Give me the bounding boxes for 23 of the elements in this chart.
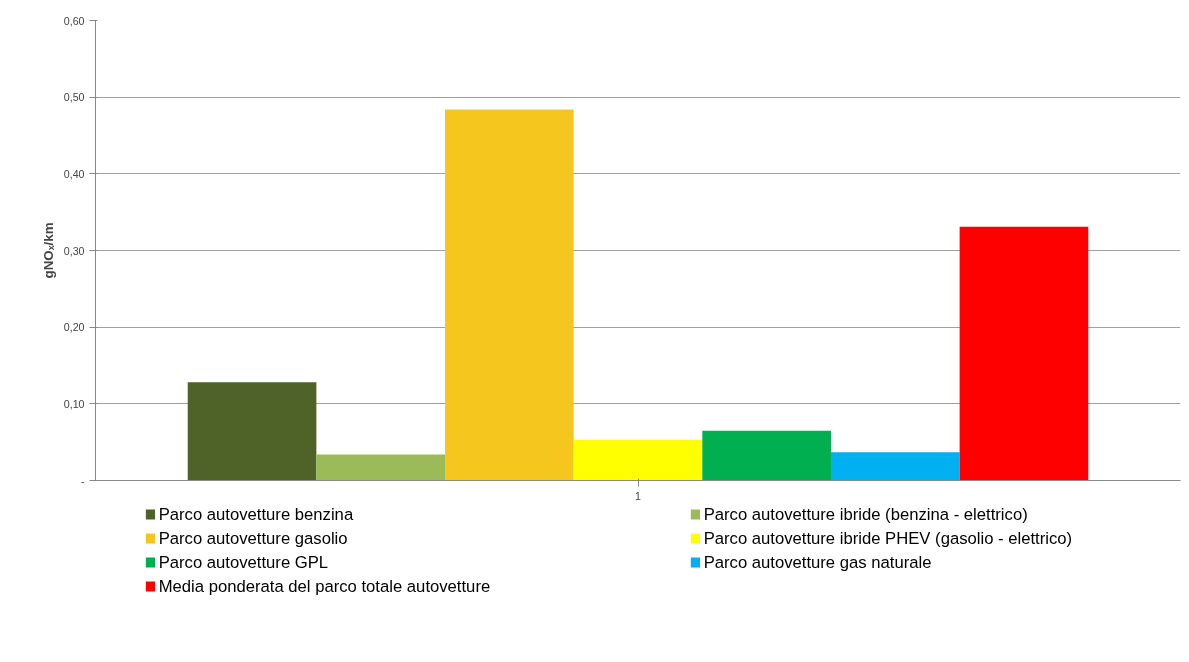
y-tick-label: 0,40 (63, 167, 85, 180)
bar (573, 439, 703, 481)
bar (830, 452, 960, 481)
legend-label: Parco autovetture ibride (benzina - elettrico) (703, 505, 1028, 524)
bar (959, 226, 1089, 481)
legend-label: Parco autovetture gas naturale (703, 553, 932, 572)
y-tick-label: 0,30 (63, 244, 85, 257)
bar (445, 109, 574, 481)
legend-label: Parco autovetture benzina (158, 505, 354, 524)
y-axis-title: gNOₓ/km (40, 222, 56, 279)
y-tick-label: 0,50 (63, 91, 85, 104)
y-tick-label: 0,60 (63, 14, 85, 27)
legend-label: Parco autovetture GPL (158, 553, 329, 572)
bar (702, 430, 831, 481)
bar (316, 454, 446, 481)
legend-label: Parco autovetture gasolio (158, 529, 348, 548)
legend-label: Parco autovetture ibride PHEV (gasolio - elettrico) (703, 529, 1073, 548)
y-tick-label: 0,20 (63, 321, 85, 334)
bar (187, 382, 317, 481)
legend-label: Media ponderata del parco totale autovetture (158, 577, 491, 596)
y-tick-label: - (80, 474, 85, 487)
x-tick-label: 1 (635, 489, 642, 502)
y-tick-label: 0,10 (63, 397, 85, 410)
